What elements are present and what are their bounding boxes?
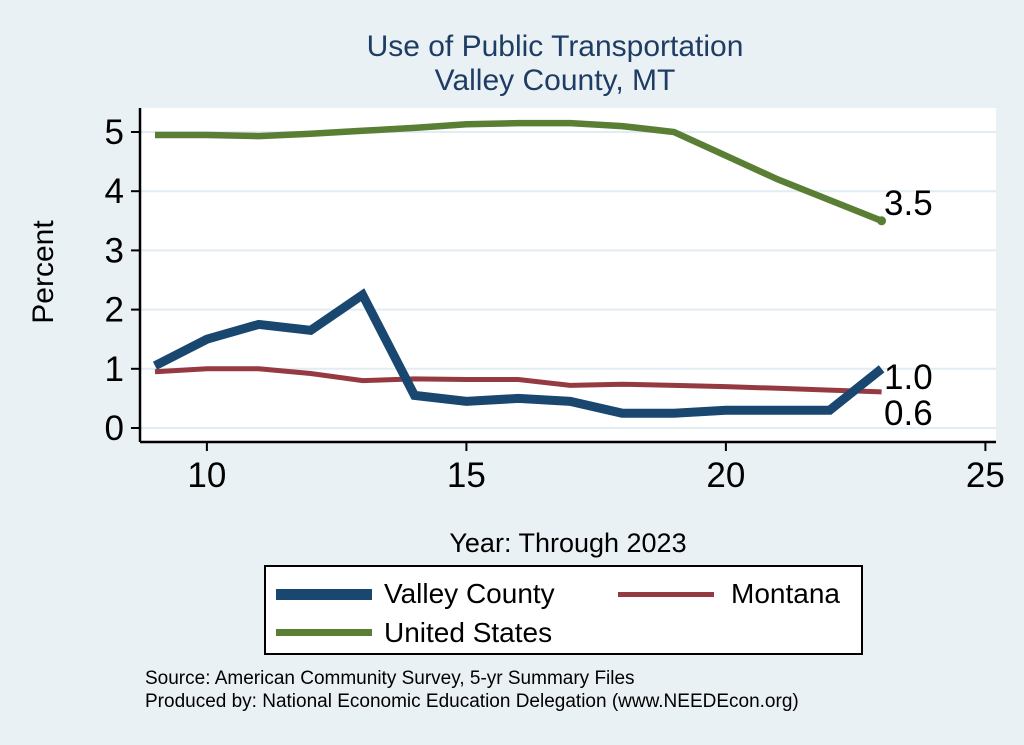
chart-title-line2: Valley County, MT bbox=[434, 64, 676, 97]
legend-label-united-states: United States bbox=[384, 617, 553, 648]
legend-key-valley-county bbox=[276, 589, 372, 600]
end-label-united-states: 3.5 bbox=[884, 184, 933, 223]
y-tick-label: 5 bbox=[105, 113, 124, 152]
y-tick-label: 0 bbox=[105, 409, 124, 448]
x-tick-label: 20 bbox=[706, 456, 745, 495]
x-tick-label: 15 bbox=[447, 456, 486, 495]
footer-produced-by: Produced by: National Economic Education… bbox=[145, 691, 799, 712]
chart-title-line1: Use of Public Transportation bbox=[366, 30, 744, 63]
legend-key-united-states bbox=[276, 629, 372, 636]
plot-area: 0 1 2 3 4 5 10 15 20 25 1.00.6 3.5 bbox=[105, 108, 1005, 495]
legend-key-montana bbox=[618, 592, 714, 597]
y-tick-label: 1 bbox=[105, 350, 124, 389]
chart-title: Use of Public Transportation Valley Coun… bbox=[55, 30, 1024, 98]
end-label-valley-county: 1.0 bbox=[884, 358, 933, 397]
y-tick-label: 3 bbox=[105, 231, 124, 270]
y-tick-label: 2 bbox=[105, 291, 124, 330]
series-line-united-states bbox=[155, 119, 883, 224]
x-axis-title: Year: Through 2023 bbox=[449, 528, 687, 558]
y-tick-label: 4 bbox=[105, 172, 124, 211]
x-tick-label: 10 bbox=[187, 456, 226, 495]
legend-label-montana: Montana bbox=[731, 578, 840, 609]
legend-label-valley-county: Valley County bbox=[384, 578, 555, 609]
series-line-montana bbox=[154, 366, 882, 395]
legend: Valley County Montana United States bbox=[264, 565, 863, 655]
series-line-valley-county bbox=[152, 288, 885, 418]
x-tick-label: 25 bbox=[966, 456, 1005, 495]
end-label-montana: 0.6 bbox=[884, 394, 933, 433]
footer: Source: American Community Survey, 5-yr … bbox=[145, 667, 799, 713]
end-marker-united-states bbox=[877, 216, 887, 226]
footer-source: Source: American Community Survey, 5-yr … bbox=[145, 668, 635, 689]
